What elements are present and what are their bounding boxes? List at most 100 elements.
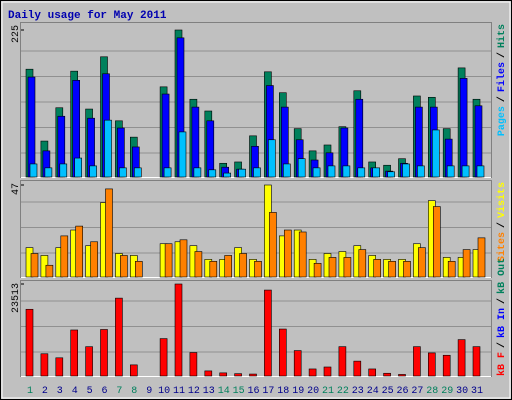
bar	[134, 167, 142, 178]
bar	[402, 163, 410, 178]
bar	[447, 261, 456, 278]
bar	[457, 339, 466, 377]
bar	[338, 346, 347, 377]
bar	[239, 253, 247, 278]
bar	[427, 352, 436, 377]
bar	[398, 374, 406, 377]
x-tick-label: 16	[247, 386, 259, 397]
x-tick-label: 25	[382, 386, 394, 397]
bar	[253, 167, 261, 178]
y-tick-label: 225	[11, 25, 22, 43]
x-tick-label: 6	[101, 386, 107, 397]
bar	[477, 237, 486, 278]
bar	[342, 165, 351, 178]
x-tick-label: 7	[116, 386, 122, 397]
bar	[413, 346, 421, 377]
x-tick-label: 12	[188, 386, 200, 397]
bar	[268, 139, 276, 178]
legend-separator: /	[496, 222, 508, 228]
legend-entry: kB F	[496, 352, 508, 376]
bar	[223, 172, 231, 178]
bar	[472, 346, 481, 377]
bar	[353, 360, 362, 377]
bar	[75, 225, 83, 278]
bar	[293, 350, 302, 377]
bar	[357, 167, 366, 178]
legend-separator: /	[496, 52, 508, 58]
x-tick-label: 4	[72, 386, 78, 397]
bar	[30, 253, 39, 278]
bar	[204, 370, 213, 377]
bar	[191, 106, 200, 178]
bar	[403, 261, 411, 278]
bar	[283, 229, 292, 278]
x-tick-label: 2	[42, 386, 48, 397]
bar	[388, 261, 396, 278]
bar	[55, 357, 64, 377]
x-tick-label: 19	[292, 386, 304, 397]
chart-title: Daily usage for May 2011	[8, 10, 167, 22]
bar	[89, 165, 97, 178]
bar	[206, 120, 215, 178]
x-tick-label: 11	[173, 386, 185, 397]
bar	[45, 264, 54, 278]
bar	[432, 206, 441, 278]
bar	[161, 93, 170, 178]
bar	[105, 188, 113, 278]
bar	[135, 261, 143, 278]
bar	[219, 372, 227, 377]
bar	[446, 165, 455, 178]
bar	[194, 251, 203, 278]
bar	[372, 167, 381, 178]
x-tick-label: 28	[426, 386, 438, 397]
x-tick-label: 23	[352, 386, 364, 397]
x-tick-label: 17	[262, 386, 274, 397]
bar	[417, 165, 425, 178]
x-tick-label: 22	[337, 386, 349, 397]
x-tick-label: 13	[203, 386, 215, 397]
bar	[90, 241, 98, 278]
bar	[327, 165, 336, 178]
legend-entry: Visits	[496, 182, 508, 218]
bar	[100, 329, 108, 377]
bar	[298, 231, 307, 278]
legend-separator: /	[496, 96, 508, 102]
x-tick-label: 21	[322, 386, 334, 397]
bar	[164, 243, 173, 278]
bar	[431, 129, 440, 178]
bar	[29, 163, 38, 178]
bar	[238, 168, 246, 178]
bar	[70, 329, 78, 377]
x-tick-label: 14	[218, 386, 230, 397]
panel	[20, 280, 492, 377]
bar	[85, 346, 93, 377]
bar	[60, 235, 69, 278]
bar	[313, 262, 322, 278]
y-tick-label: 23513	[11, 283, 22, 313]
legend-entry: Pages	[497, 106, 508, 136]
bar	[25, 308, 34, 377]
bar	[264, 289, 272, 377]
legend-entry: Hits	[496, 24, 508, 48]
x-tick-label: 24	[367, 386, 379, 397]
x-tick-label: 15	[233, 386, 245, 397]
legend: kB F / kB In / kB Out	[496, 258, 508, 376]
x-tick-label: 10	[158, 386, 170, 397]
bar	[27, 76, 36, 178]
legend-entry: kB Out	[496, 258, 508, 294]
bar	[74, 157, 82, 178]
bar	[174, 283, 183, 377]
bar	[40, 353, 49, 377]
bar	[459, 78, 468, 178]
x-tick-label: 30	[456, 386, 468, 397]
x-tick-label: 31	[471, 386, 483, 397]
x-tick-label: 26	[396, 386, 408, 397]
bar	[269, 212, 277, 278]
bar	[189, 352, 198, 377]
bar	[208, 169, 217, 178]
bar	[442, 354, 451, 377]
bar	[462, 249, 471, 278]
x-tick-label: 9	[146, 386, 152, 397]
